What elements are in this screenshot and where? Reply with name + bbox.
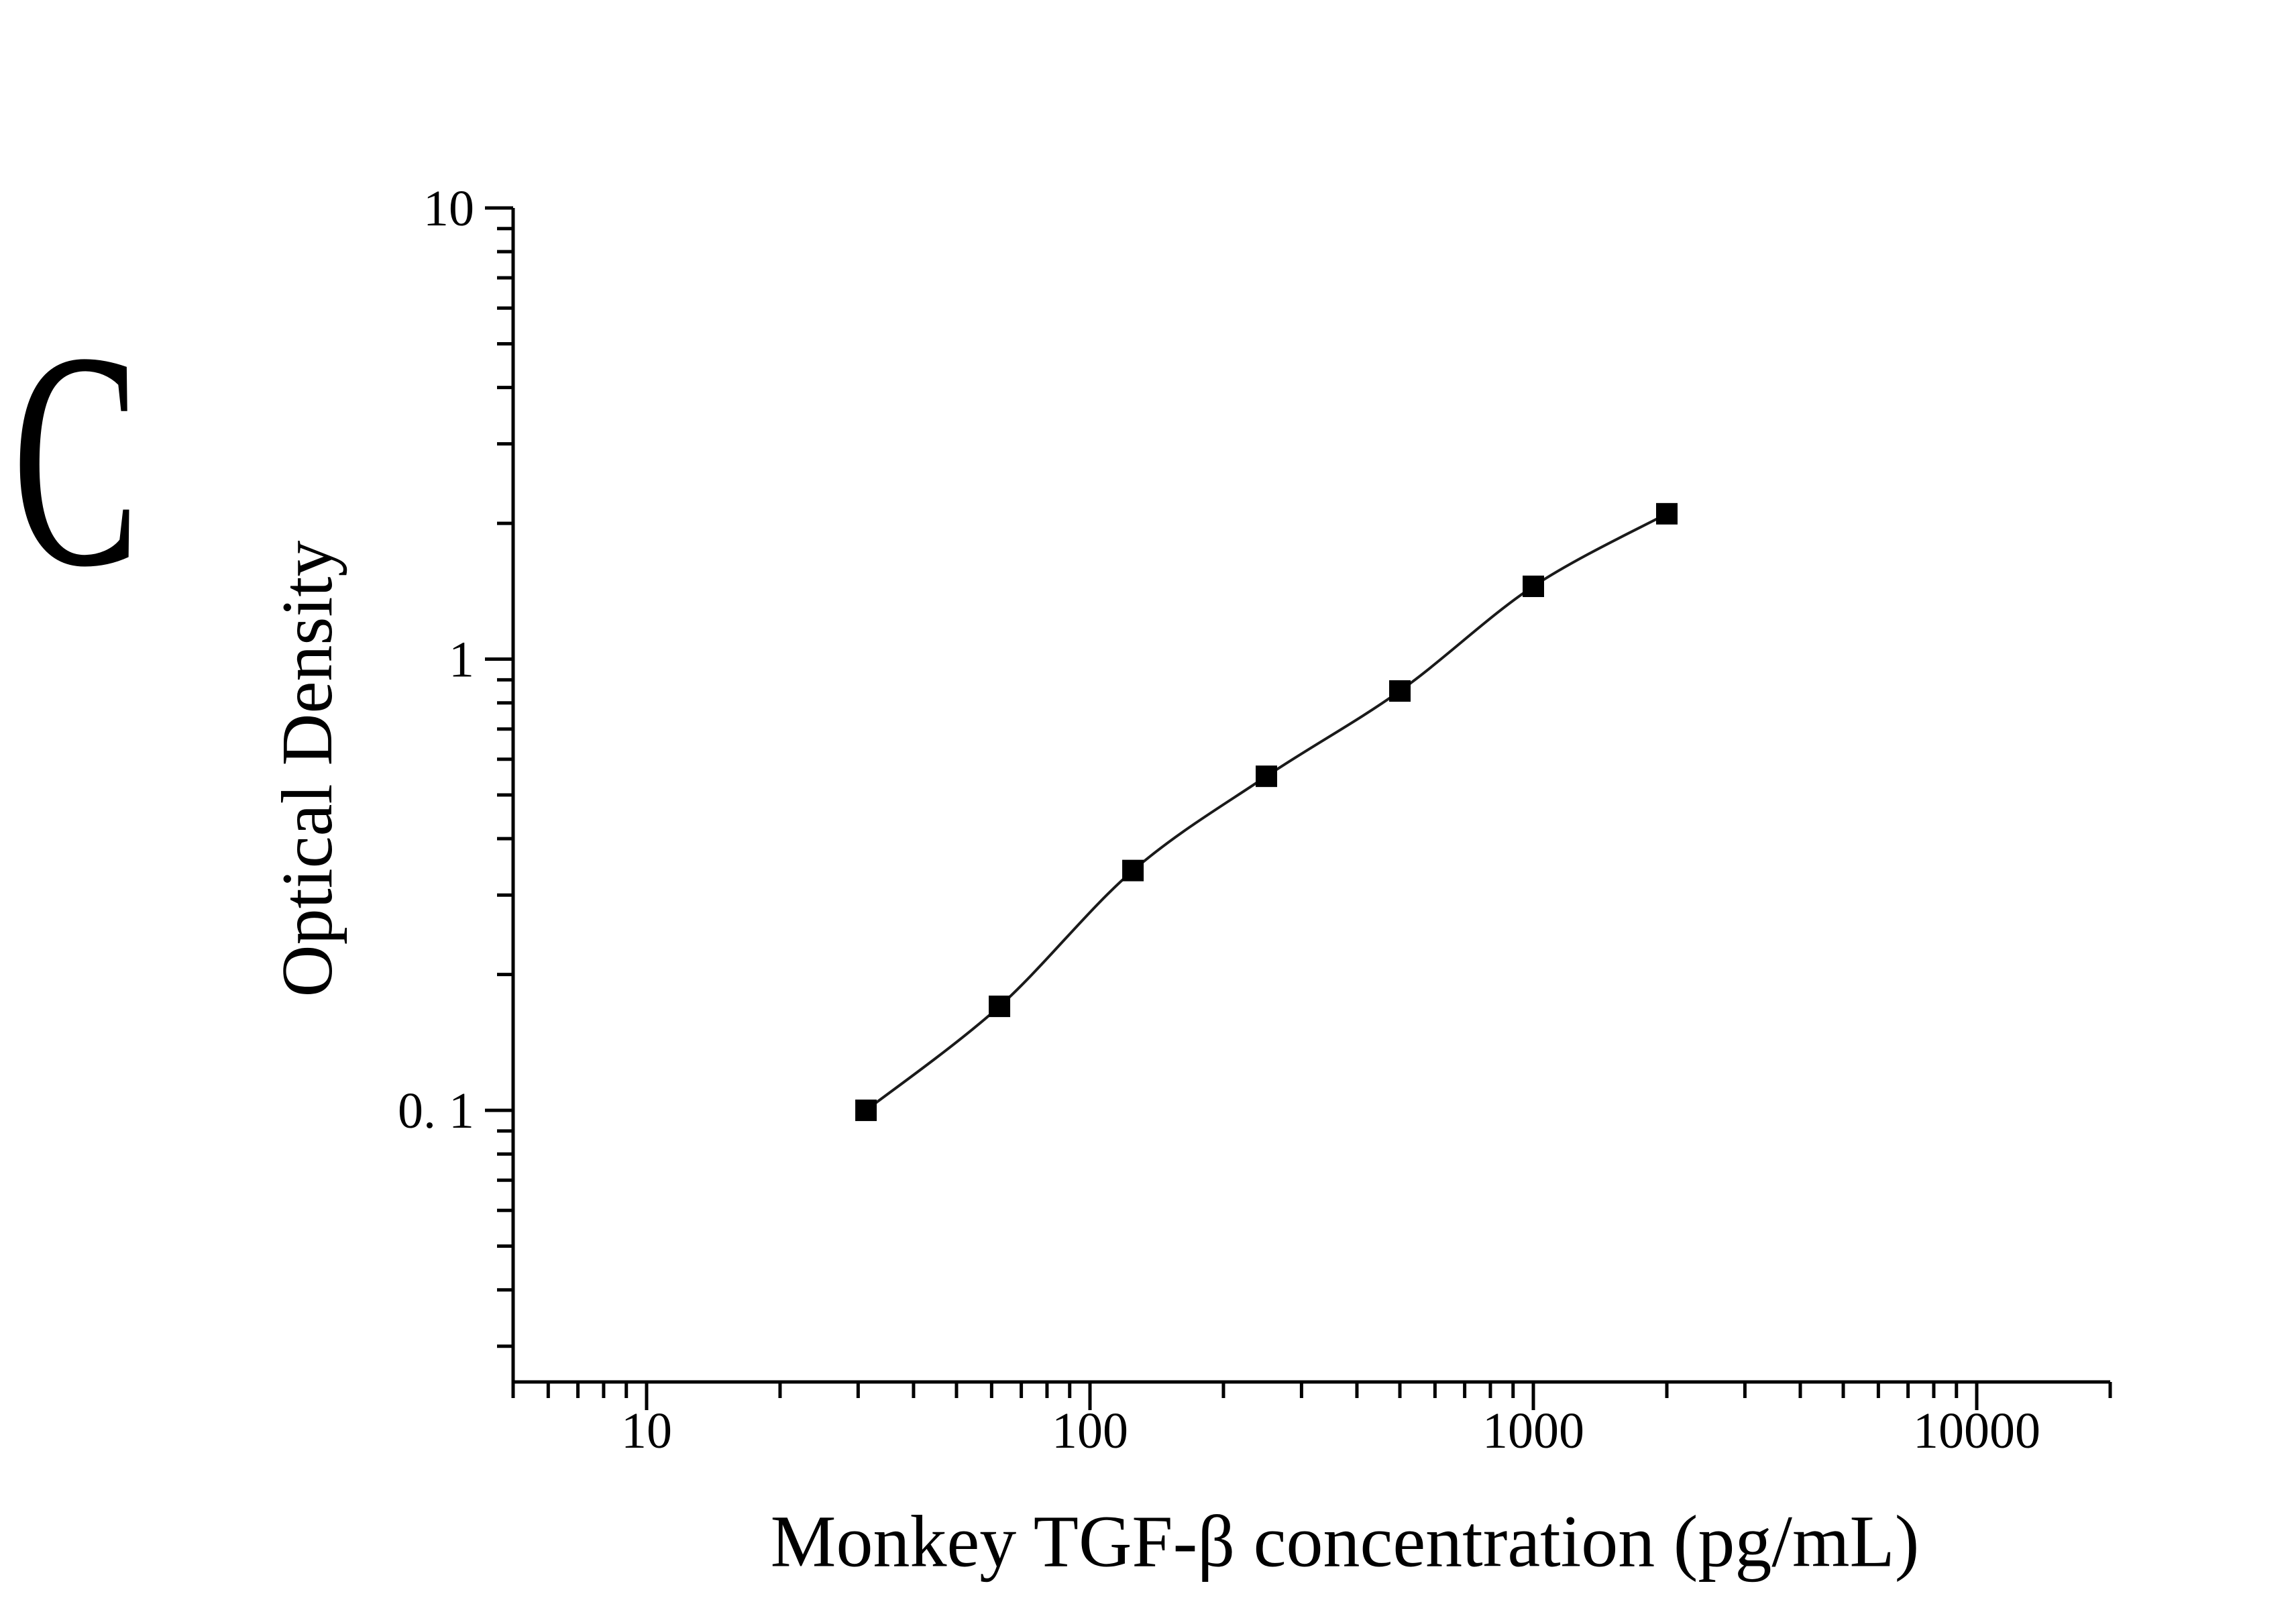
y-tick-label: 0. 1 [398, 1083, 474, 1139]
panel-label: C [12, 288, 140, 631]
data-point-marker [1523, 576, 1545, 598]
data-point-marker [989, 996, 1011, 1018]
data-point-marker [1389, 680, 1411, 702]
data-point-marker [1655, 502, 1678, 525]
x-tick-label: 1000 [1482, 1403, 1584, 1459]
x-axis-title: Monkey TGF-β concentration (pg/mL) [770, 1500, 1920, 1583]
y-tick-label: 10 [423, 180, 474, 237]
data-point-marker [855, 1100, 877, 1122]
x-tick-label: 100 [1052, 1403, 1128, 1459]
x-tick-label: 10000 [1913, 1403, 2040, 1459]
standard-curve-line [865, 513, 1668, 1112]
data-point-marker [1256, 765, 1278, 788]
y-tick-label: 1 [449, 632, 474, 688]
data-point-marker [1122, 859, 1144, 881]
x-tick-label: 10 [621, 1403, 672, 1459]
